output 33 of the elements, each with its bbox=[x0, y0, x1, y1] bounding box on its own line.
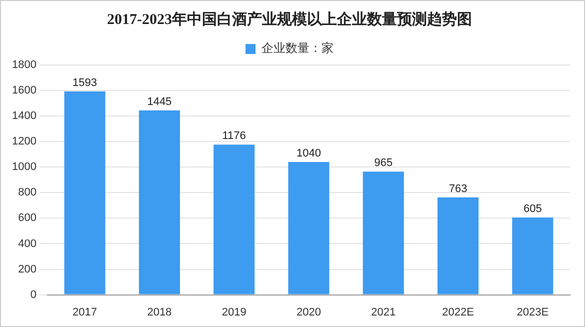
y-tick-label: 1000 bbox=[12, 161, 36, 174]
data-label: 605 bbox=[523, 203, 542, 216]
data-label: 1176 bbox=[222, 130, 246, 142]
data-label: 1445 bbox=[147, 96, 172, 108]
y-tick-label: 600 bbox=[18, 212, 36, 224]
bar bbox=[438, 197, 479, 294]
y-tick-label: 800 bbox=[18, 186, 36, 199]
data-label: 965 bbox=[374, 157, 393, 170]
y-tick-label: 1800 bbox=[12, 59, 36, 72]
bar bbox=[362, 172, 404, 294]
data-label: 1593 bbox=[72, 76, 98, 89]
y-tick-label: 0 bbox=[30, 288, 36, 301]
x-tick-label: 2017 bbox=[72, 306, 98, 318]
x-tick-label: 2019 bbox=[222, 306, 246, 318]
data-label: 763 bbox=[448, 182, 468, 195]
bar bbox=[64, 91, 106, 294]
y-tick-label: 1200 bbox=[12, 136, 36, 148]
data-label: 1040 bbox=[296, 148, 321, 160]
x-tick-label: 2020 bbox=[296, 306, 321, 318]
x-tick-label: 2018 bbox=[147, 306, 172, 318]
x-tick-label: 2022E bbox=[442, 306, 474, 318]
y-tick-label: 200 bbox=[18, 263, 36, 276]
y-tick-label: 400 bbox=[18, 238, 36, 250]
bar bbox=[512, 218, 554, 294]
bar bbox=[288, 162, 330, 294]
x-tick-label: 2021 bbox=[371, 306, 396, 318]
x-tick-label: 2023E bbox=[516, 306, 549, 318]
bar bbox=[214, 144, 255, 294]
y-tick-label: 1400 bbox=[12, 110, 36, 122]
bar bbox=[138, 110, 180, 294]
legend-label: 企业数量：家 bbox=[262, 41, 334, 56]
chart-title: 2017-2023年中国白酒产业规模以上企业数量预测趋势图 bbox=[107, 10, 472, 28]
y-tick-label: 1600 bbox=[12, 84, 36, 97]
